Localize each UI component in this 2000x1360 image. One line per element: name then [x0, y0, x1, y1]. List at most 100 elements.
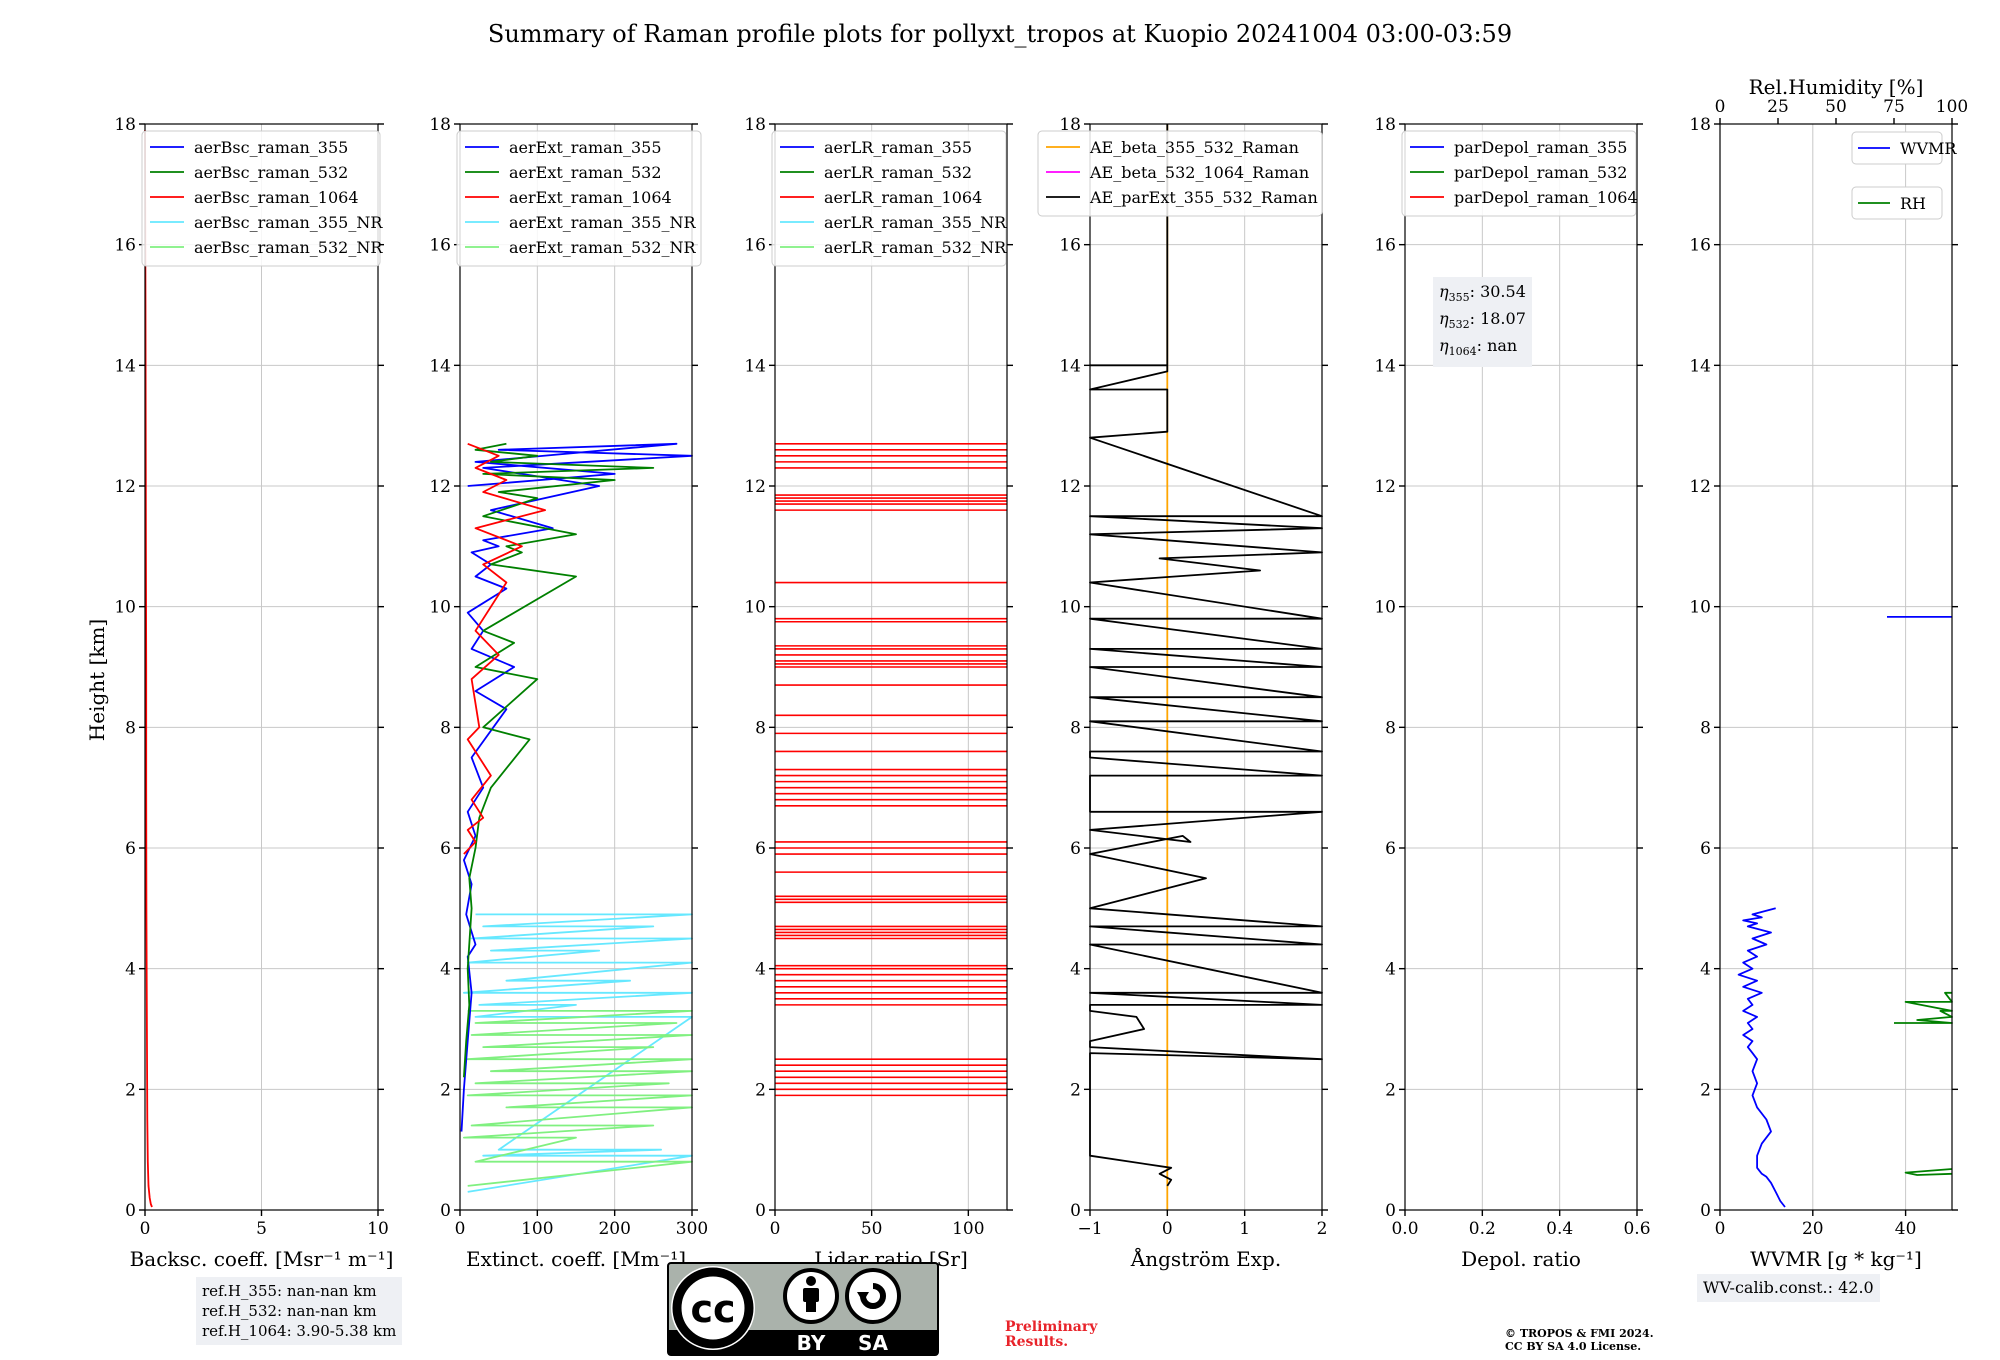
- ytick-label-8: 16: [1374, 236, 1396, 256]
- cc-by-sa-logo: cc BY SA: [667, 1262, 939, 1356]
- legend-rh: RH: [1851, 186, 1943, 220]
- ytick-label-5: 10: [1689, 598, 1711, 618]
- series-aerbsc_raman_1064-0: [144, 129, 153, 1208]
- ytick-label-5: 10: [1059, 598, 1081, 618]
- ytick-label-4: 8: [755, 718, 766, 738]
- height-axis-label: Height [km]: [85, 619, 109, 741]
- plot-frame: [1089, 123, 1323, 1211]
- ytick-label-6: 12: [1689, 477, 1711, 497]
- ytick-label-7: 14: [1374, 356, 1396, 376]
- legend-box: [141, 130, 381, 267]
- preliminary-results-note: Preliminary Results.: [1005, 1319, 1098, 1350]
- series-aerext_raman_532_nr-1: [462, 1010, 693, 1187]
- ytick-label-4: 8: [440, 718, 451, 738]
- series-aerext_raman_1064-4: [463, 442, 546, 855]
- ref-height-1064: ref.H_1064: 3.90-5.38 km: [202, 1322, 397, 1340]
- xtick-label-3: 300: [676, 1219, 708, 1239]
- legend-label-1: parDepol_raman_532: [1454, 163, 1627, 182]
- ytick-label-9: 18: [1059, 115, 1081, 135]
- legend-label-3: aerLR_raman_355_NR: [824, 213, 1007, 232]
- plot-frame: [1719, 123, 1953, 1211]
- top-xtick-label-1: 25: [1767, 97, 1789, 117]
- ytick-label-0: 0: [125, 1201, 136, 1221]
- ytick-label-9: 18: [1374, 115, 1396, 135]
- ytick-label-0: 0: [755, 1201, 766, 1221]
- xtick-label-2: 100: [952, 1219, 984, 1239]
- legend-label-3: aerExt_raman_355_NR: [509, 213, 697, 232]
- top-xtick-label-3: 75: [1883, 97, 1905, 117]
- wv-calibration-const: WV-calib.const.: 42.0: [1703, 1278, 1874, 1297]
- xtick-label-3: 0.6: [1623, 1219, 1650, 1239]
- ytick-label-6: 12: [1374, 477, 1396, 497]
- panel-5: 0 2 4 6 8 10 12 14 16 18 0.0 0.2 0.4 0.6 Depol. ratio p…: [1374, 115, 1650, 1271]
- legend-label-0: aerLR_raman_355: [824, 138, 972, 157]
- ref-height-355: ref.H_355: nan-nan km: [202, 1282, 377, 1300]
- legend-label-4: aerBsc_raman_532_NR: [194, 238, 383, 257]
- legend-box: [771, 130, 1007, 267]
- ytick-label-0: 0: [1700, 1201, 1711, 1221]
- xtick-label-0: 0.0: [1391, 1219, 1418, 1239]
- xaxis-label: WVMR [g * kg⁻¹]: [1750, 1247, 1922, 1271]
- ytick-label-7: 14: [744, 356, 766, 376]
- legend-label-2: AE_parExt_355_532_Raman: [1089, 188, 1318, 207]
- legend-label-0: parDepol_raman_355: [1454, 138, 1627, 157]
- ytick-label-8: 16: [1689, 236, 1711, 256]
- series-wvmr-0: [1737, 907, 1786, 1208]
- series-rh-2: [1904, 1168, 1953, 1176]
- reference-height-box: ref.H_355: nan-nan km ref.H_532: nan-nan…: [196, 1277, 403, 1345]
- panel-2: 0 2 4 6 8 10 12 14 16 18 0 100 200 300 Extinct. coeff.…: [429, 115, 708, 1271]
- xtick-label-2: 10: [367, 1219, 389, 1239]
- xtick-label-1: 0: [1162, 1219, 1173, 1239]
- ytick-label-2: 4: [1700, 960, 1711, 980]
- ytick-label-2: 4: [1070, 960, 1081, 980]
- xaxis-label: Depol. ratio: [1461, 1247, 1581, 1271]
- ytick-label-9: 18: [744, 115, 766, 135]
- ytick-label-8: 16: [744, 236, 766, 256]
- legend-box: [1037, 130, 1323, 217]
- xaxis-label: Extinct. coeff. [Mm⁻¹]: [466, 1247, 686, 1271]
- ytick-label-3: 6: [1700, 839, 1711, 859]
- ytick-label-5: 10: [1374, 598, 1396, 618]
- xtick-label-0: 0: [140, 1219, 151, 1239]
- legend: aerBsc_raman_355 aerBsc_raman_532 aerBsc_r…: [141, 130, 383, 267]
- ytick-label-8: 16: [1059, 236, 1081, 256]
- series-rh-3: [1894, 991, 1953, 1024]
- eta-box: η355: 30.54 η532: 18.07 η1064: nan: [1433, 277, 1532, 367]
- plot-frame: [459, 123, 693, 1211]
- ytick-label-9: 18: [1689, 115, 1711, 135]
- panel-1: 0 2 4 6 8 10 12 14 16 18 0 5 10 Backsc. coeff. [Msr⁻¹…: [114, 115, 393, 1271]
- xtick-label-1: 100: [521, 1219, 553, 1239]
- legend-label-1: aerBsc_raman_532: [194, 163, 348, 182]
- ytick-label-4: 8: [1385, 718, 1396, 738]
- ytick-label-1: 2: [1385, 1080, 1396, 1100]
- legend: parDepol_raman_355 parDepol_raman_532 parD…: [1401, 130, 1638, 217]
- legend-box: [1851, 186, 1943, 220]
- plot-frame: [1404, 123, 1638, 1211]
- top-xtick-label-0: 0: [1715, 97, 1726, 117]
- ytick-label-7: 14: [1059, 356, 1081, 376]
- legend-label: WVMR: [1900, 139, 1957, 158]
- xtick-label-2: 1: [1239, 1219, 1250, 1239]
- legend: aerLR_raman_355 aerLR_raman_532 aerLR_rama…: [771, 130, 1007, 267]
- wv-calibration-box: WV-calib.const.: 42.0: [1697, 1274, 1880, 1302]
- xtick-label-1: 50: [861, 1219, 883, 1239]
- ytick-label-5: 10: [114, 598, 136, 618]
- ytick-label-1: 2: [1070, 1080, 1081, 1100]
- ytick-label-5: 10: [744, 598, 766, 618]
- ytick-label-3: 6: [1070, 839, 1081, 859]
- series-aerext_raman_532-3: [463, 442, 655, 1078]
- eta-355: η355: 30.54: [1439, 282, 1526, 305]
- legend-label-2: aerExt_raman_1064: [509, 188, 672, 207]
- ytick-label-5: 10: [429, 598, 451, 618]
- legend-box: [1851, 131, 1943, 165]
- ytick-label-1: 2: [755, 1080, 766, 1100]
- legend-label-4: aerExt_raman_532_NR: [509, 238, 697, 257]
- ytick-label-6: 12: [1059, 477, 1081, 497]
- legend-box: [456, 130, 702, 267]
- legend: aerExt_raman_355 aerExt_raman_532 aerExt_r…: [456, 130, 702, 267]
- eta-1064: η1064: nan: [1439, 336, 1518, 359]
